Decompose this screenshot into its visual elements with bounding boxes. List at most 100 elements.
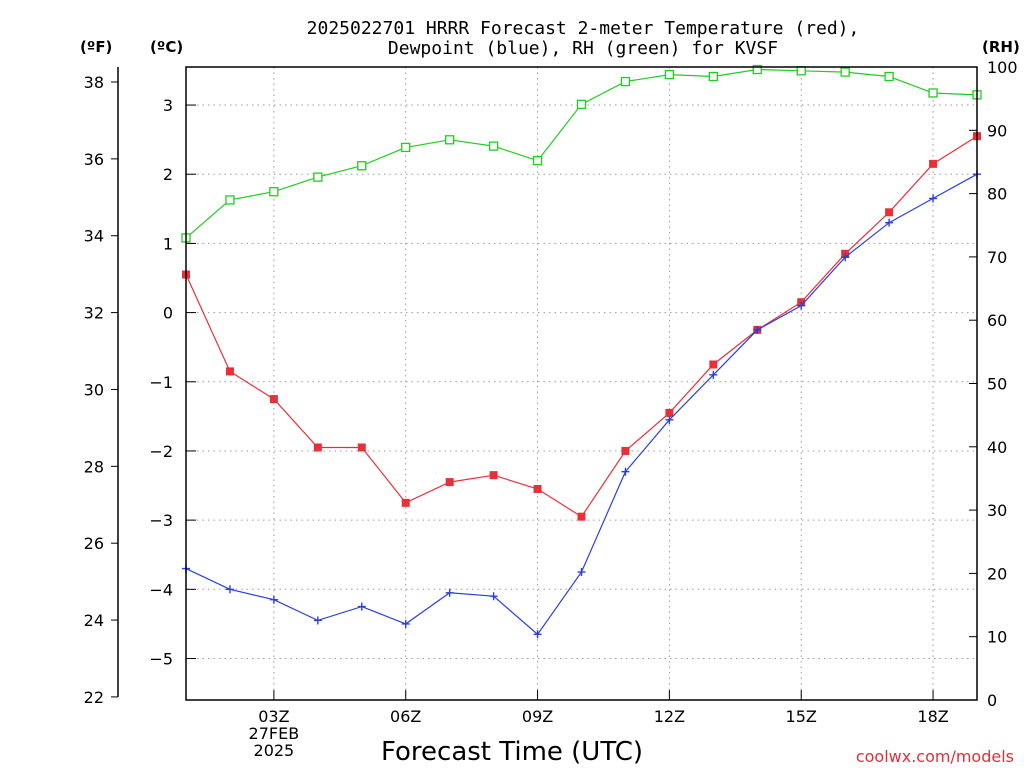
rh-point (225, 195, 235, 205)
rh-point (401, 142, 411, 153)
temperature-point (357, 443, 366, 452)
rh-point (357, 161, 367, 171)
temperature-point (401, 498, 410, 507)
temperature-point (577, 512, 586, 521)
rh-tick-label: 30 (987, 501, 1007, 520)
dewpoint-point (489, 592, 498, 601)
dewpoint-point (709, 370, 718, 379)
dewpoint-point (885, 218, 894, 227)
temperature-point (621, 446, 630, 455)
temperature-point (929, 159, 938, 168)
temperature-point (489, 471, 498, 480)
rh-point (884, 71, 894, 82)
celsius-tick-label: 1 (163, 234, 173, 253)
chart-title: 2025022701 HRRR Forecast 2-meter Tempera… (307, 18, 860, 59)
rh-point (664, 69, 675, 80)
rh-tick-label: 80 (987, 185, 1007, 204)
rh-point (269, 187, 279, 197)
rh-tick-label: 10 (987, 628, 1007, 647)
dewpoint-point (225, 585, 234, 594)
rh-point (840, 67, 850, 77)
dewpoint-point (929, 194, 938, 203)
temperature-point (709, 360, 718, 369)
temperature-point (665, 408, 674, 417)
dewpoint-point (269, 595, 278, 604)
celsius-tick-label: −4 (149, 580, 173, 599)
celsius-unit-label: (ºC) (150, 38, 183, 56)
dewpoint-point (533, 630, 542, 639)
x-tick-label: 12Z (654, 707, 685, 726)
temperature-point (885, 208, 894, 217)
rh-tick-label: 0 (987, 691, 997, 710)
fahrenheit-tick-label: 38 (84, 73, 104, 92)
dewpoint-point (401, 619, 410, 628)
dewpoint-point (665, 415, 674, 424)
x-tick-label: 2025 (254, 741, 295, 760)
rh-line (185, 68, 978, 239)
temperature-point (533, 485, 542, 493)
rh-point (313, 172, 323, 182)
rh-tick-label: 100 (987, 58, 1018, 77)
chart-title-line-1: 2025022701 HRRR Forecast 2-meter Tempera… (307, 18, 860, 39)
fahrenheit-tick-label: 24 (84, 611, 104, 630)
celsius-tick-label: 2 (163, 165, 173, 184)
fahrenheit-unit-label: (ºF) (80, 38, 112, 56)
series-temperature (182, 132, 981, 521)
plot-frame (185, 66, 978, 701)
dewpoint-point (357, 602, 366, 611)
rh-point (576, 99, 587, 109)
fahrenheit-tick-label: 34 (84, 227, 104, 246)
fahrenheit-tick-label: 36 (84, 150, 104, 169)
dewpoint-point (753, 325, 762, 334)
celsius-tick-label: −2 (149, 442, 173, 461)
celsius-tick-label: −1 (149, 373, 173, 392)
temperature-point (225, 367, 234, 376)
rh-point (796, 66, 806, 76)
temperature-point (445, 478, 454, 487)
celsius-tick-label: 0 (163, 304, 173, 323)
dewpoint-point (577, 568, 586, 577)
fahrenheit-tick-label: 28 (84, 457, 104, 476)
rh-point (445, 135, 455, 145)
dewpoint-point (445, 588, 454, 597)
rh-tick-label: 90 (987, 121, 1007, 140)
rh-point (488, 141, 499, 151)
fahrenheit-tick-label: 32 (84, 304, 104, 323)
x-tick-label: 09Z (522, 707, 553, 726)
series (181, 64, 982, 639)
dewpoint-point (797, 301, 806, 310)
temperature-point (313, 443, 322, 452)
celsius-tick-label: 3 (163, 96, 173, 115)
x-tick-label: 06Z (390, 707, 421, 726)
x-tick-label: 18Z (917, 707, 948, 726)
rh-point (928, 88, 938, 98)
fahrenheit-tick-label: 22 (84, 688, 104, 707)
rh-tick-label: 60 (987, 311, 1007, 330)
rh-point (708, 71, 718, 82)
fahrenheit-tick-label: 30 (84, 380, 104, 399)
temperature-point (269, 395, 278, 404)
temperature-line (185, 135, 978, 518)
x-tick-label: 03Z (258, 707, 289, 726)
rh-tick-label: 50 (987, 375, 1007, 394)
rh-point (752, 64, 762, 75)
celsius-tick-label: −3 (149, 511, 173, 530)
series-rh (181, 64, 982, 243)
fahrenheit-tick-label: 26 (84, 534, 104, 553)
dewpoint-point (313, 616, 322, 625)
credit-text: coolwx.com/models (856, 747, 1014, 766)
grid (186, 67, 977, 700)
dewpoint-point (841, 253, 850, 262)
x-tick-label: 27FEB (249, 724, 300, 743)
series-dewpoint (182, 170, 981, 639)
dewpoint-point (621, 467, 630, 476)
rh-point (620, 76, 631, 87)
x-tick-label: 15Z (786, 707, 817, 726)
rh-tick-label: 40 (987, 438, 1007, 457)
rh-unit-label: (RH) (982, 38, 1020, 56)
x-axis-label: Forecast Time (UTC) (381, 737, 643, 767)
rh-tick-label: 70 (987, 248, 1007, 267)
rh-tick-label: 20 (987, 564, 1007, 583)
